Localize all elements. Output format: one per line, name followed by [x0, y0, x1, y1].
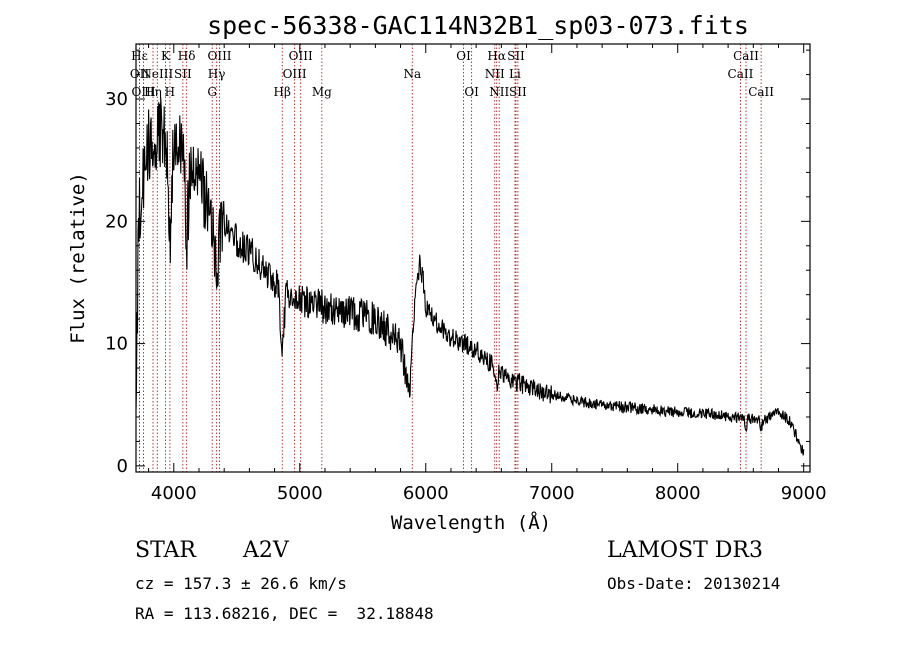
line-label-3: Hη: [144, 85, 162, 99]
y-axis-ticks: 0 10 20 30: [105, 49, 810, 477]
x-tick-label-4: 8000: [655, 483, 701, 504]
line-label-10: Hγ: [208, 67, 226, 81]
line-label-20: Hα: [487, 49, 506, 63]
line-label-22: Li: [509, 67, 521, 81]
x-tick-label-0: 4000: [151, 483, 197, 504]
x-tick-label-2: 6000: [403, 483, 449, 504]
line-label-15: Mg: [312, 85, 332, 99]
line-label-25: CaII: [728, 67, 754, 81]
coordinates: RA = 113.68216, DEC = 32.18848: [135, 604, 434, 623]
line-label-23: SII: [507, 49, 525, 63]
line-label-4: NeIII: [141, 67, 173, 81]
y-tick-label-3: 30: [105, 89, 128, 110]
plot-frame: [135, 43, 811, 473]
x-tick-label-1: 5000: [277, 483, 323, 504]
y-tick-label-2: 20: [105, 211, 128, 232]
line-label-18: OI: [464, 85, 479, 99]
survey-name: LAMOST DR3: [607, 538, 763, 563]
line-label-2: OIII: [132, 85, 156, 99]
x-axis-ticks: 4000 5000 6000 7000 8000 9000: [148, 44, 827, 504]
line-label-19: NII: [485, 67, 505, 81]
line-label-1: OII: [130, 67, 150, 81]
emission-line-labels: HεOIIOIIIHηNeIIIKHSIIHδGHγOIIIHβOIIIOIII…: [130, 49, 774, 99]
x-tick-label-5: 9000: [781, 483, 827, 504]
spectrum-line: [135, 97, 805, 456]
line-label-9: G: [207, 85, 217, 99]
line-label-5: K: [161, 49, 171, 63]
redshift-readout: cz = 157.3 ± 26.6 km/s: [135, 574, 347, 593]
line-label-13: OIII: [283, 67, 307, 81]
x-tick-label-3: 7000: [529, 483, 575, 504]
line-label-27: CaII: [748, 85, 774, 99]
line-label-11: OIII: [207, 49, 231, 63]
y-tick-label-1: 10: [105, 334, 128, 355]
spectral-subclass: A2V: [243, 538, 289, 563]
chart-title: spec-56338-GAC114N32B1_sp03-073.fits: [207, 11, 749, 40]
line-label-16: Na: [403, 67, 421, 81]
line-label-6: H: [165, 85, 175, 99]
line-label-24: SII: [509, 85, 527, 99]
y-tick-label-0: 0: [117, 456, 128, 477]
line-label-7: SII: [174, 67, 192, 81]
observation-date: Obs-Date: 20130214: [607, 574, 781, 593]
line-label-17: OI: [456, 49, 471, 63]
line-label-0: Hε: [131, 49, 148, 63]
y-axis-label: Flux (relative): [67, 172, 89, 344]
line-label-26: CaII: [733, 49, 759, 63]
line-label-21: NII: [489, 85, 509, 99]
object-class: STAR: [135, 538, 196, 563]
line-label-14: OIII: [289, 49, 313, 63]
emission-line-markers: [139, 44, 762, 472]
line-label-12: Hβ: [274, 85, 291, 99]
x-axis-label: Wavelength (Å): [391, 511, 551, 534]
line-label-8: Hδ: [178, 49, 196, 63]
